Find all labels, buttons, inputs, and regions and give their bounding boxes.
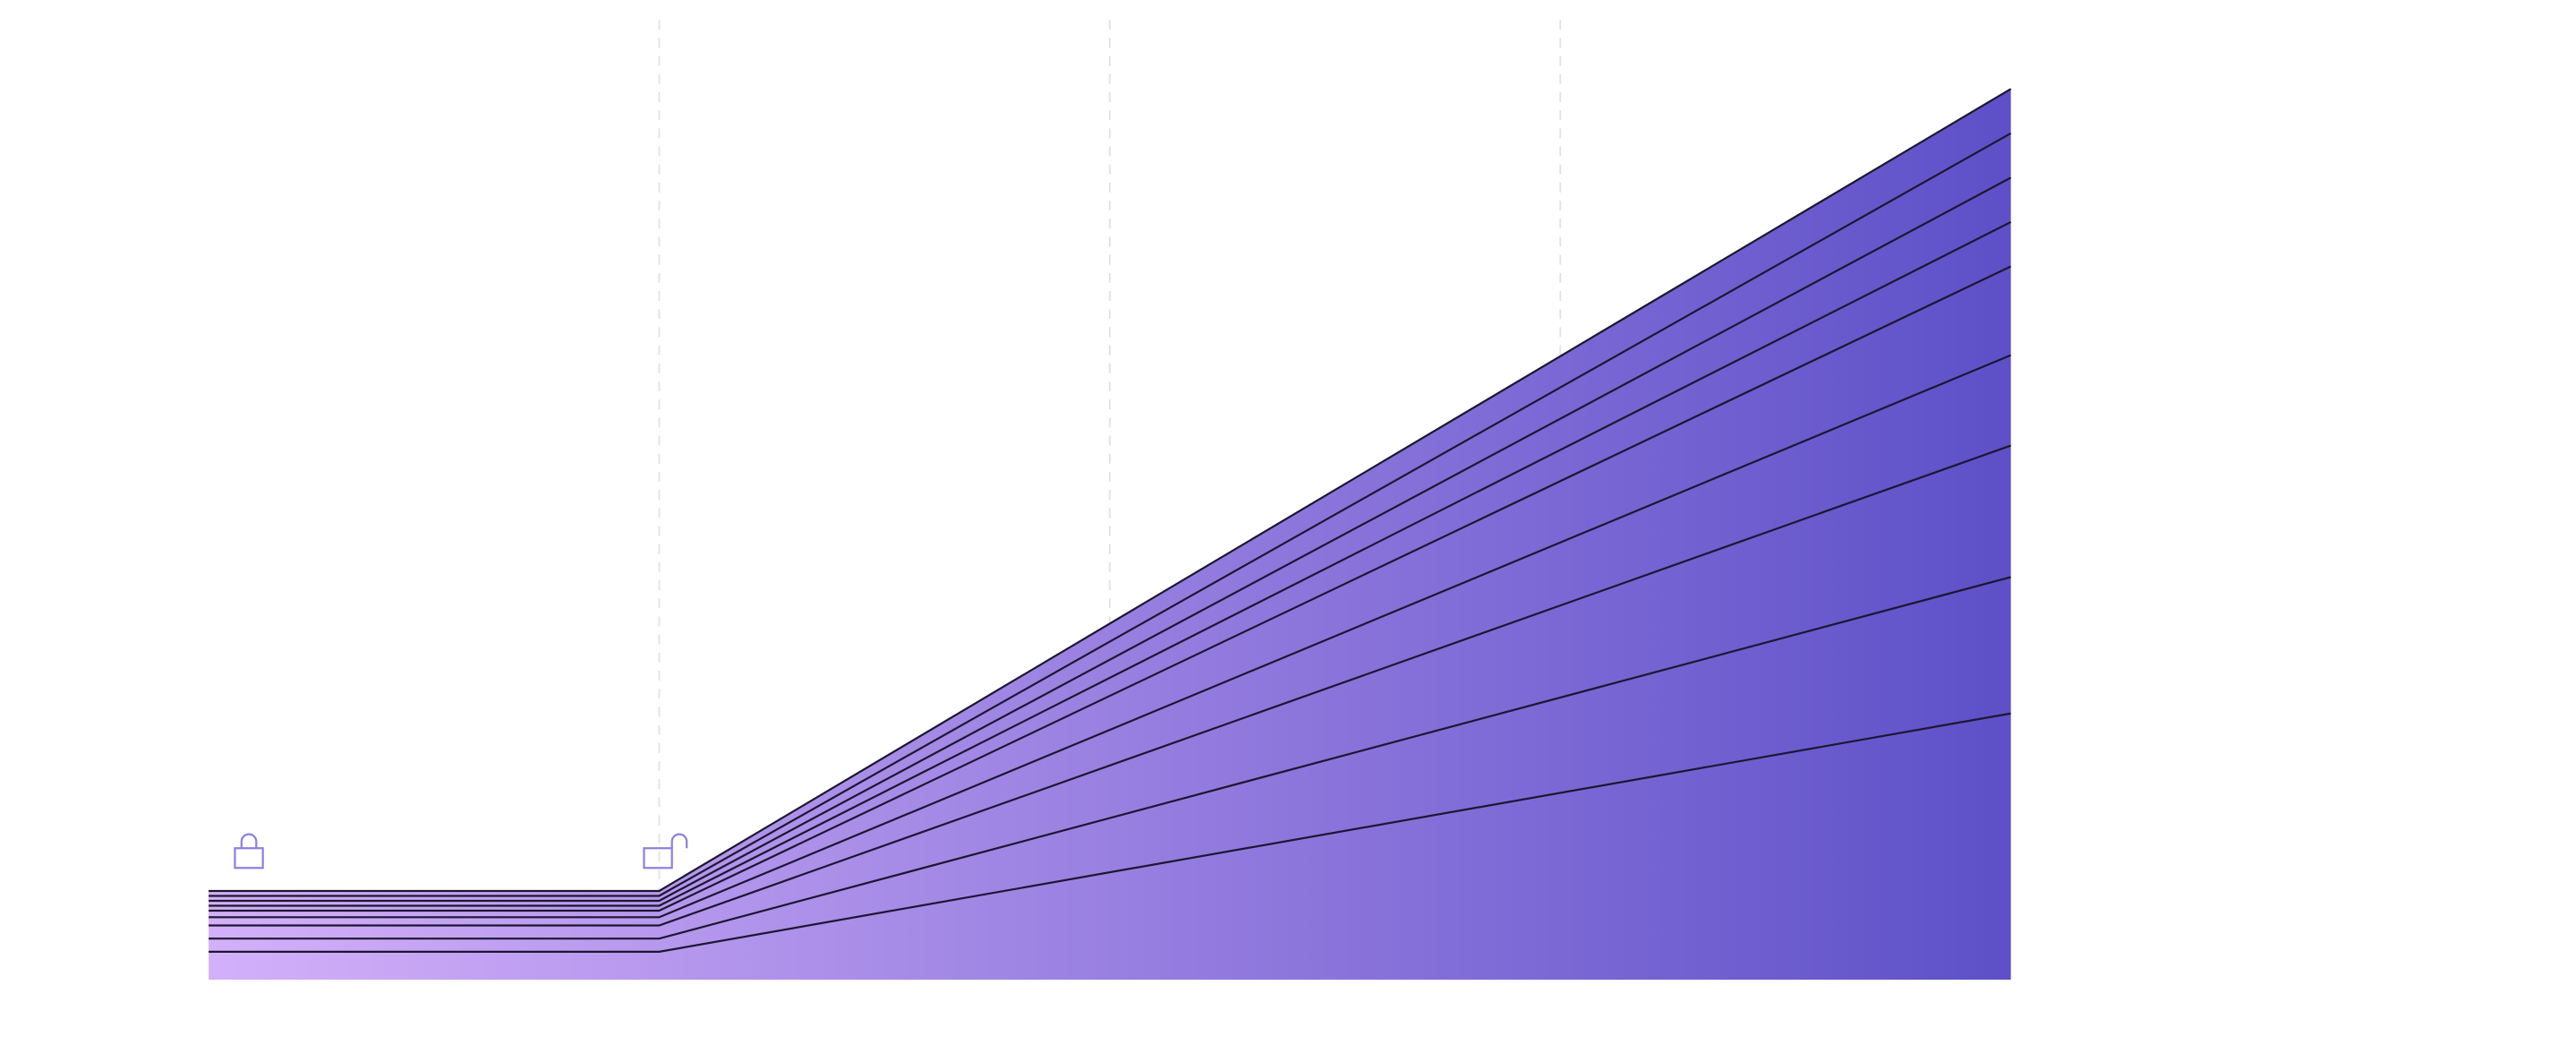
series-line [209,132,2012,897]
area [209,89,2011,981]
area-layer [209,89,2011,981]
series-line [209,354,2012,919]
series-line [209,176,2012,903]
series-line [209,220,2012,907]
series-line [209,576,2011,940]
series-line [209,88,2012,893]
series-line [209,444,2011,927]
series-line [209,712,2011,953]
lock-icon [234,833,264,869]
unlock-icon [643,833,688,869]
line-layer [209,88,2012,953]
series-line [209,265,2012,912]
